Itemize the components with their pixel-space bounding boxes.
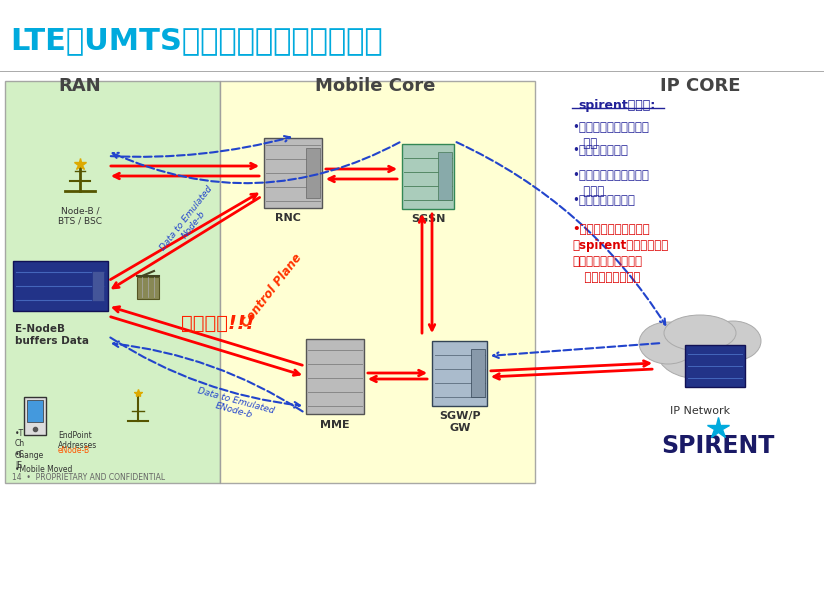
FancyBboxPatch shape xyxy=(137,277,159,299)
Text: •Mobile Moved: •Mobile Moved xyxy=(15,465,73,474)
Text: •T
Ch
•C: •T Ch •C xyxy=(15,429,25,459)
FancyBboxPatch shape xyxy=(402,144,454,209)
Text: SGSN: SGSN xyxy=(411,214,445,224)
FancyBboxPatch shape xyxy=(12,261,107,311)
FancyBboxPatch shape xyxy=(306,148,320,198)
FancyBboxPatch shape xyxy=(220,81,535,483)
Text: spirent的优势:: spirent的优势: xyxy=(578,99,656,112)
FancyBboxPatch shape xyxy=(471,349,485,397)
FancyBboxPatch shape xyxy=(264,138,322,208)
FancyBboxPatch shape xyxy=(92,271,104,301)
Text: •同步的统计功能: •同步的统计功能 xyxy=(572,144,628,157)
Text: •真实及智能的数据仿真
   和处理: •真实及智能的数据仿真 和处理 xyxy=(572,169,648,198)
Text: •网络切换流程相当复杂
，spirent提供智能化的
测试解决方案，降低对
   用户及配置的要求: •网络切换流程相当复杂 ，spirent提供智能化的 测试解决方案，降低对 用户… xyxy=(572,223,668,284)
FancyBboxPatch shape xyxy=(685,345,745,387)
Text: •仿真真实用户体验: •仿真真实用户体验 xyxy=(572,194,634,207)
FancyBboxPatch shape xyxy=(433,340,488,405)
Text: RNC: RNC xyxy=(275,213,301,223)
Text: 产品优势!!!: 产品优势!!! xyxy=(181,313,255,333)
Text: 14  •  PROPRIETARY AND CONFIDENTIAL: 14 • PROPRIETARY AND CONFIDENTIAL xyxy=(12,473,165,482)
Ellipse shape xyxy=(664,315,736,351)
FancyBboxPatch shape xyxy=(24,397,46,435)
Text: IP CORE: IP CORE xyxy=(660,77,740,95)
Text: Change
IE: Change IE xyxy=(15,451,44,470)
Text: IP Network: IP Network xyxy=(670,406,730,416)
Text: Mobile Core: Mobile Core xyxy=(315,77,435,95)
Text: Control Plane: Control Plane xyxy=(239,252,305,330)
Ellipse shape xyxy=(639,322,697,364)
Text: Node-B /
BTS / BSC: Node-B / BTS / BSC xyxy=(58,206,102,225)
FancyBboxPatch shape xyxy=(27,400,43,422)
Text: eNode-B: eNode-B xyxy=(58,446,90,455)
Text: •控制面和用户面的综合
   测试: •控制面和用户面的综合 测试 xyxy=(572,121,648,150)
FancyBboxPatch shape xyxy=(306,339,364,414)
Text: SGW/P
GW: SGW/P GW xyxy=(439,411,481,433)
Text: Data to Emulated
Node-b: Data to Emulated Node-b xyxy=(158,184,222,258)
Text: MME: MME xyxy=(321,420,350,430)
FancyBboxPatch shape xyxy=(438,152,452,200)
FancyBboxPatch shape xyxy=(5,81,220,483)
Text: EndPoint
Addresses: EndPoint Addresses xyxy=(58,431,97,450)
Ellipse shape xyxy=(705,321,761,361)
Text: Data to Emulated
ENode-b: Data to Emulated ENode-b xyxy=(194,387,276,426)
Text: E-NodeB
buffers Data: E-NodeB buffers Data xyxy=(15,324,89,346)
Text: SPIRENT: SPIRENT xyxy=(662,434,775,458)
Text: RAN: RAN xyxy=(59,77,101,95)
Text: LTE与UMTS跨网络切换测试解决方案: LTE与UMTS跨网络切换测试解决方案 xyxy=(10,26,382,55)
Ellipse shape xyxy=(658,327,742,379)
